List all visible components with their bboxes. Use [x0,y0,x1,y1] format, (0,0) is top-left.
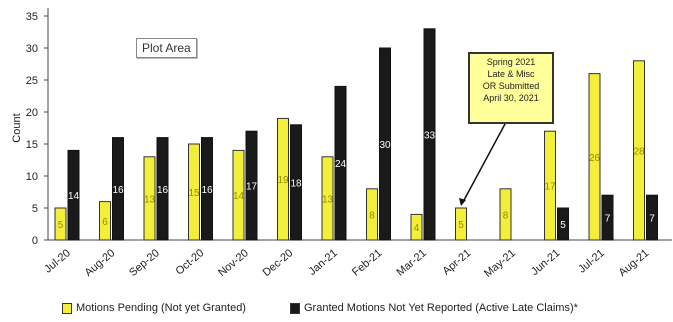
legend-label-granted: Granted Motions Not Yet Reported (Active… [303,302,578,314]
data-label-pending: 14 [233,191,245,202]
y-tick-label: 10 [26,171,38,183]
x-tick-label: Jul-20 [42,247,73,275]
x-tick-label: Oct-20 [173,247,206,277]
data-label-granted: 30 [379,140,391,151]
bar-chart: 05101520253035Count514Jul-20616Aug-20131… [11,8,672,280]
bar-pending [54,207,67,241]
data-label-granted: 18 [290,178,302,189]
plot-area-tag: Plot Area [136,38,197,58]
data-label-granted: 7 [605,214,611,225]
bar-granted [423,28,436,241]
data-label-granted: 16 [201,185,213,196]
bar-pending [321,156,334,241]
data-label-granted: 17 [246,182,258,193]
data-label-pending: 5 [58,220,64,231]
bar-pending [277,117,289,241]
bar-pending [633,60,645,241]
x-tick-label: Jun-21 [529,247,562,278]
x-tick-label: Aug-21 [617,247,652,279]
callout-line-4: April 30, 2021 [483,93,539,103]
y-axis-title: Count [11,113,23,142]
bar-pending [544,130,556,241]
bar-granted [379,47,391,241]
bar-pending [99,201,111,241]
x-tick-label: Nov-20 [216,247,251,279]
data-label-pending: 8 [369,210,375,221]
y-tick-label: 35 [26,11,38,23]
bar-granted [112,137,124,241]
y-tick-label: 25 [26,75,38,87]
bar-granted [290,124,302,241]
x-tick-label: Jul-21 [576,247,607,275]
data-label-pending: 17 [544,182,556,193]
data-label-pending: 5 [458,220,464,231]
bar-pending [188,143,200,241]
chart-legend: Motions Pending (Not yet Granted) Grante… [62,302,578,314]
data-label-pending: 15 [188,188,200,199]
y-tick-label: 15 [26,139,38,151]
bar-granted [646,194,658,241]
bar-pending [232,149,245,241]
legend-item-granted: Granted Motions Not Yet Reported (Active… [289,302,578,314]
bar-pending [499,188,512,241]
bar-pending [143,156,156,241]
y-tick-label: 0 [32,235,38,247]
x-tick-label: Feb-21 [350,247,384,279]
data-label-granted: 14 [68,191,80,202]
data-label-pending: 13 [144,194,156,205]
bar-granted [67,149,80,241]
bar-granted [201,137,213,241]
data-label-pending: 13 [322,194,334,205]
data-label-pending: 26 [589,153,601,164]
data-label-pending: 19 [277,175,289,186]
data-label-granted: 16 [112,185,124,196]
callout-line-3: OR Submitted [482,81,540,91]
bar-pending [410,213,423,241]
bar-granted [334,85,347,241]
data-label-pending: 28 [633,146,645,157]
bar-pending [455,207,467,241]
bar-granted [557,207,569,241]
legend-label-pending: Motions Pending (Not yet Granted) [76,302,246,314]
bar-pending [366,188,378,241]
data-label-granted: 5 [560,220,566,231]
x-tick-label: Apr-21 [440,247,473,277]
legend-swatch-granted [289,302,300,314]
data-label-granted: 24 [335,159,347,170]
y-tick-label: 20 [26,107,38,119]
data-label-granted: 33 [424,130,436,141]
data-label-pending: 6 [102,217,108,228]
x-tick-label: Dec-20 [261,247,296,279]
legend-item-pending: Motions Pending (Not yet Granted) [62,302,246,314]
bar-granted [601,194,614,241]
callout-arrow-line [462,123,506,203]
bar-granted [245,130,258,241]
spring-2021-callout: Spring 2021 Late & Misc OR Submitted Apr… [468,52,554,124]
x-tick-label: Aug-20 [83,247,118,279]
bar-pending [588,73,601,241]
data-label-granted: 16 [157,185,169,196]
legend-swatch-pending [62,302,72,314]
data-label-pending: 8 [503,210,509,221]
bar-granted [156,137,169,241]
callout-arrow-head [459,198,466,206]
callout-line-2: Late & Misc [487,69,535,79]
data-label-pending: 4 [414,223,420,234]
callout-line-1: Spring 2021 [486,57,536,67]
y-tick-label: 5 [32,203,38,215]
data-label-granted: 7 [649,214,655,225]
x-tick-label: Jan-21 [306,247,339,278]
x-tick-label: May-21 [482,247,518,280]
x-tick-label: Mar-21 [395,247,429,279]
y-tick-label: 30 [26,43,38,55]
x-tick-label: Sep-20 [127,247,162,279]
